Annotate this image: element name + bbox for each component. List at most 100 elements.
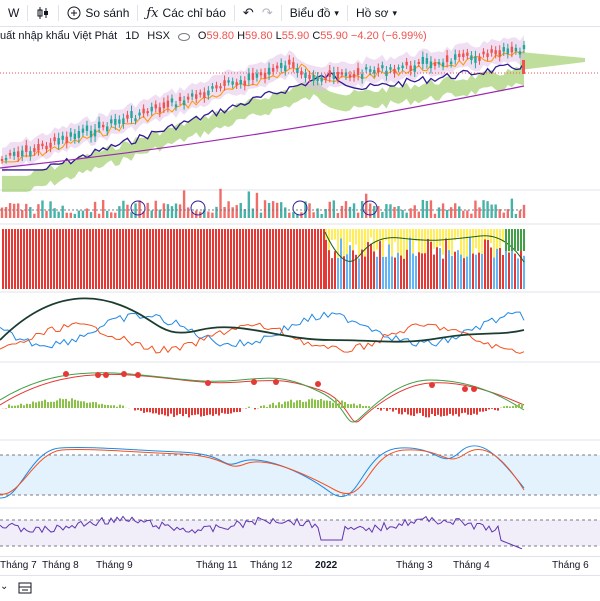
candle-body: [296, 68, 298, 73]
candle-body: [482, 52, 484, 55]
histogram-bar-red: [311, 229, 313, 289]
volume-bar: [422, 200, 424, 218]
undo-icon: ↶: [243, 5, 254, 21]
profile-menu-button[interactable]: Hồ sơ ▾: [348, 0, 405, 26]
volume-bar: [179, 204, 181, 218]
macd-histogram-bar: [68, 401, 70, 408]
histogram-bar-red: [101, 229, 103, 289]
time-axis[interactable]: Tháng 7 Tháng 8 Tháng 9 Tháng 11 Tháng 1…: [0, 556, 600, 575]
chart-menu-button[interactable]: Biểu đồ ▾: [282, 0, 347, 26]
macd-histogram-bar: [320, 399, 322, 408]
chevron-down-icon[interactable]: ⌄: [0, 581, 8, 592]
candle-body: [5, 158, 7, 160]
macd-histogram-bar: [479, 408, 481, 412]
volume-bar: [183, 190, 185, 218]
macd-histogram-bar: [335, 399, 337, 408]
macd-histogram-bar: [392, 408, 394, 412]
redo-button[interactable]: ↷: [262, 0, 281, 26]
macd-histogram-bar: [431, 408, 433, 414]
indicators-button[interactable]: ƒx Các chỉ báo: [138, 0, 234, 26]
candle-body: [227, 80, 229, 82]
histogram-bar-red: [323, 229, 325, 289]
macd-histogram-bar: [377, 408, 379, 409]
candle-body: [357, 68, 359, 75]
volume-bar: [519, 211, 521, 218]
candle-body: [414, 65, 416, 71]
macd-histogram-bar: [344, 402, 346, 408]
candle-body: [470, 55, 472, 60]
candle-body: [494, 50, 496, 54]
volume-bar: [430, 200, 432, 218]
macd-histogram-bar: [299, 400, 301, 408]
histogram-bar-red: [59, 229, 61, 289]
layout-icon[interactable]: [18, 581, 32, 595]
candle-body: [264, 73, 266, 79]
volume-bar: [373, 206, 375, 218]
volume-bar: [248, 191, 250, 218]
candle-body: [33, 148, 35, 152]
macd-histogram-bar: [227, 408, 229, 414]
exchange-text: HSX: [147, 30, 170, 42]
volume-bar: [163, 203, 165, 218]
undo-button[interactable]: ↶: [235, 0, 262, 26]
histogram-bar-red: [170, 229, 172, 289]
macd-histogram-bar: [179, 408, 181, 414]
histogram-bar-red: [53, 229, 55, 289]
candle-body: [349, 74, 351, 77]
candle-body: [462, 53, 464, 57]
histogram-bar-red: [248, 229, 250, 289]
candle-body: [240, 80, 242, 84]
macd-histogram-bar: [368, 406, 370, 408]
volume-bar: [5, 207, 7, 218]
chart-canvas[interactable]: [0, 27, 600, 573]
macd-histogram-bar: [410, 408, 412, 415]
histogram-bar-red: [164, 229, 166, 289]
macd-histogram-bar: [23, 405, 25, 408]
volume-bar: [45, 211, 47, 218]
macd-histogram-bar: [488, 408, 490, 409]
compare-button[interactable]: So sánh: [59, 0, 137, 26]
candle-body: [320, 78, 322, 82]
histogram-bar-red: [2, 229, 4, 289]
histogram-bar-yellow: [334, 229, 336, 240]
volume-bar: [349, 207, 351, 218]
histogram-bar-yellow: [472, 229, 474, 254]
volume-bar: [515, 214, 517, 218]
histogram-bar-red: [140, 229, 142, 289]
histogram-bar-red: [200, 229, 202, 289]
macd-signal-dot: [205, 380, 211, 386]
histogram-bar-red: [71, 229, 73, 289]
macd-histogram-bar: [8, 404, 10, 408]
volume-bar: [466, 210, 468, 218]
histogram-bar-red: [131, 229, 133, 289]
histogram-bar-red: [86, 229, 88, 289]
macd-histogram-bar: [314, 400, 316, 408]
histogram-bar-mixed: [424, 251, 426, 289]
macd-histogram-bar: [422, 408, 424, 416]
volume-bar: [235, 205, 237, 218]
interval-button[interactable]: W: [0, 0, 27, 26]
histogram-bar-mixed: [373, 245, 375, 289]
candle-body: [110, 119, 112, 123]
histogram-bar-yellow: [373, 229, 375, 251]
candle-body: [284, 65, 286, 71]
macd-histogram-bar: [101, 404, 103, 408]
macd-histogram-bar: [215, 408, 217, 414]
eye-icon[interactable]: [178, 33, 190, 41]
volume-bar: [37, 204, 39, 218]
volume-bar: [414, 205, 416, 218]
macd-histogram-bar: [152, 408, 154, 413]
macd-histogram-bar: [185, 408, 187, 414]
histogram-bar-mixed: [439, 248, 441, 289]
candle-body: [235, 82, 237, 85]
macd-histogram-bar: [503, 406, 505, 408]
candle-body: [159, 107, 161, 112]
histogram-bar-red: [176, 229, 178, 289]
candle-body: [325, 77, 327, 80]
candle-style-button[interactable]: [28, 0, 58, 26]
macd-histogram-bar: [104, 405, 106, 408]
macd-histogram-bar: [122, 406, 124, 408]
macd-histogram-bar: [41, 401, 43, 408]
histogram-bar-red: [68, 229, 70, 289]
candle-body: [422, 57, 424, 64]
